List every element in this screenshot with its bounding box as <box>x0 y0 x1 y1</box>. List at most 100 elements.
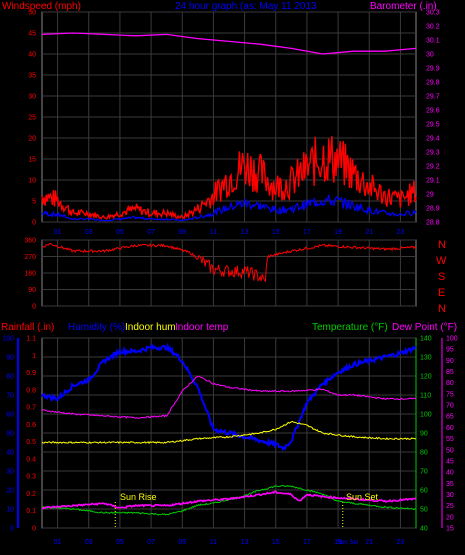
dewpoint-tick-label: 20 <box>446 514 454 521</box>
humidity-tick-label: 100 <box>2 336 14 343</box>
sun-rise-label: Sun Rise <box>120 492 157 502</box>
temperature-tick-label: 50 <box>420 507 428 514</box>
windspeed-header: Windspeed (mph) <box>2 1 81 12</box>
temperature-tick-label: 120 <box>420 374 432 381</box>
rain-tick-label: 0.2 <box>26 491 36 498</box>
humidity-tick-label: 30 <box>6 469 14 476</box>
direction-letter-e: E <box>438 287 445 299</box>
wind-tick-label: 20 <box>28 136 36 143</box>
sun-set-label: Sun Set <box>346 492 379 502</box>
wind-x-tick-label: 17 <box>303 229 311 236</box>
wind-tick-label: 5 <box>32 199 36 206</box>
series-indoor-temp <box>41 375 417 419</box>
temperature-tick-label: 70 <box>420 469 428 476</box>
temperature-tick-label: 100 <box>420 412 432 419</box>
temperature-tick-label: 40 <box>420 526 428 533</box>
humidity-x-tick-label: 19 <box>334 539 342 546</box>
barometer-tick-label: 29.6 <box>426 108 440 115</box>
rain-tick-label: 0.4 <box>26 456 36 463</box>
series-windspeed <box>41 136 417 220</box>
temperature-tick-label: 60 <box>420 488 428 495</box>
wind-x-tick-label: 07 <box>147 229 155 236</box>
direction-letter-n-top: N <box>438 239 446 251</box>
humidity-x-tick-label: 23 <box>397 539 405 546</box>
indoor-hum-header: Indoor hum <box>125 322 176 333</box>
temperature-tick-label: 90 <box>420 431 428 438</box>
humidity-x-tick-label: 01 <box>54 539 62 546</box>
direction-letter-n-bottom: N <box>438 303 446 315</box>
wind-tick-label: 40 <box>28 52 36 59</box>
rain-tick-label: 0.9 <box>26 370 36 377</box>
humidity-x-tick-label: 13 <box>241 539 249 546</box>
humidity-tick-label: 60 <box>6 412 14 419</box>
dewpoint-tick-label: 90 <box>446 358 454 365</box>
wind-tick-label: 10 <box>28 178 36 185</box>
rain-tick-label: 0.1 <box>26 508 36 515</box>
rain-tick-label: 0.6 <box>26 422 36 429</box>
barometer-header: Barometer (.in) <box>370 1 437 12</box>
series-barometer <box>41 32 417 55</box>
dewpoint-tick-label: 40 <box>446 470 454 477</box>
barometer-tick-label: 30.3 <box>426 10 440 17</box>
wind-x-tick-label: 15 <box>272 229 280 236</box>
direction-tick-label: 90 <box>28 287 36 294</box>
barometer-tick-label: 29.9 <box>426 66 440 73</box>
humidity-x-tick-label: 09 <box>178 539 186 546</box>
dewpoint-tick-label: 60 <box>446 425 454 432</box>
wind-x-tick-label: 19 <box>334 229 342 236</box>
wind-tick-label: 50 <box>28 10 36 17</box>
wind-tick-label: 35 <box>28 73 36 80</box>
rain-tick-label: 0.8 <box>26 387 36 394</box>
wind-tick-label: 15 <box>28 157 36 164</box>
wind-x-tick-label: 09 <box>178 229 186 236</box>
rain-tick-label: 0 <box>32 526 36 533</box>
wind-x-tick-label: 21 <box>365 229 373 236</box>
direction-letter-s: S <box>438 271 445 283</box>
direction-tick-label: 180 <box>24 271 36 278</box>
sun-set-x-label: Sun Set <box>337 540 359 546</box>
wind-x-tick-label: 23 <box>397 229 405 236</box>
humidity-tick-label: 40 <box>6 450 14 457</box>
barometer-tick-label: 29.8 <box>426 80 440 87</box>
wind-x-tick-label: 01 <box>54 229 62 236</box>
indoor-temp-header: Indoor temp <box>175 322 229 333</box>
barometer-tick-label: 29 <box>426 192 434 199</box>
series-wind-direction <box>41 242 417 283</box>
rain-tick-label: 0.5 <box>26 439 36 446</box>
dewpoint-tick-label: 45 <box>446 458 454 465</box>
direction-tick-label: 270 <box>24 254 36 261</box>
chart-title: 24 hour graph (as: May 11 2013 <box>175 1 317 12</box>
barometer-tick-label: 28.8 <box>426 220 440 227</box>
wind-tick-label: 45 <box>28 31 36 38</box>
wind-x-tick-label: 03 <box>85 229 93 236</box>
dew-point-header: Dew Point (°F) <box>392 322 457 333</box>
humidity-tick-label: 50 <box>6 431 14 438</box>
series-indoor-hum <box>41 420 417 445</box>
wind-x-tick-label: 05 <box>116 229 124 236</box>
humidity-tick-label: 10 <box>6 507 14 514</box>
dewpoint-tick-label: 65 <box>446 414 454 421</box>
direction-letter-w: W <box>436 255 447 267</box>
dewpoint-tick-label: 75 <box>446 391 454 398</box>
direction-tick-label: 360 <box>24 238 36 245</box>
dewpoint-tick-label: 35 <box>446 481 454 488</box>
dewpoint-tick-label: 80 <box>446 380 454 387</box>
series-wind-average <box>41 194 417 222</box>
barometer-tick-label: 29.5 <box>426 122 440 129</box>
barometer-tick-label: 29.1 <box>426 178 440 185</box>
temperature-header: Temperature (°F) <box>312 322 388 333</box>
dewpoint-tick-label: 15 <box>446 526 454 533</box>
temperature-tick-label: 140 <box>420 336 432 343</box>
rain-tick-label: 1.1 <box>26 336 36 343</box>
dewpoint-tick-label: 30 <box>446 492 454 499</box>
humidity-x-tick-label: 11 <box>210 539 217 546</box>
barometer-tick-label: 30 <box>426 52 434 59</box>
barometer-tick-label: 28.9 <box>426 206 440 213</box>
dewpoint-tick-label: 55 <box>446 436 454 443</box>
dewpoint-tick-label: 95 <box>446 347 454 354</box>
dewpoint-tick-label: 100 <box>446 336 458 343</box>
wind-x-tick-label: 11 <box>210 229 217 236</box>
rainfall-header: Rainfall (.in) <box>1 322 54 333</box>
wind-tick-label: 0 <box>32 220 36 227</box>
